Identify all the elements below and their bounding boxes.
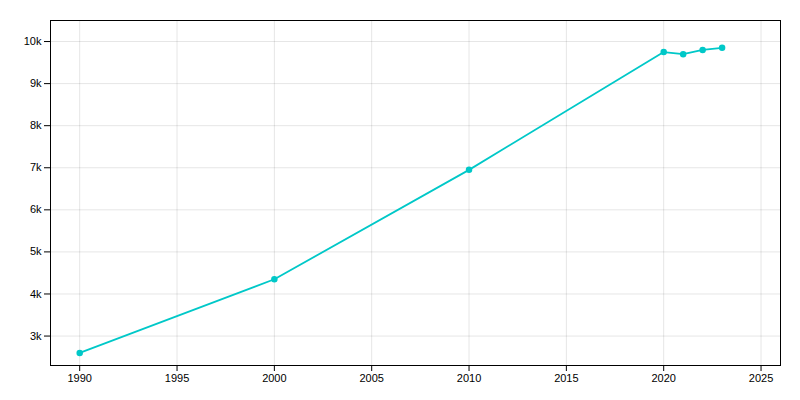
- svg-text:2010: 2010: [457, 372, 481, 384]
- svg-text:4k: 4k: [30, 287, 42, 299]
- svg-text:2025: 2025: [749, 372, 773, 384]
- svg-text:9k: 9k: [30, 77, 42, 89]
- svg-text:1990: 1990: [67, 372, 91, 384]
- svg-text:5k: 5k: [30, 245, 42, 257]
- svg-text:2000: 2000: [262, 372, 286, 384]
- svg-text:1995: 1995: [165, 372, 189, 384]
- svg-text:2005: 2005: [359, 372, 383, 384]
- svg-text:2020: 2020: [651, 372, 675, 384]
- svg-text:8k: 8k: [30, 119, 42, 131]
- svg-text:6k: 6k: [30, 203, 42, 215]
- svg-text:10k: 10k: [24, 35, 42, 47]
- svg-text:2015: 2015: [554, 372, 578, 384]
- svg-text:3k: 3k: [30, 330, 42, 342]
- svg-text:7k: 7k: [30, 161, 42, 173]
